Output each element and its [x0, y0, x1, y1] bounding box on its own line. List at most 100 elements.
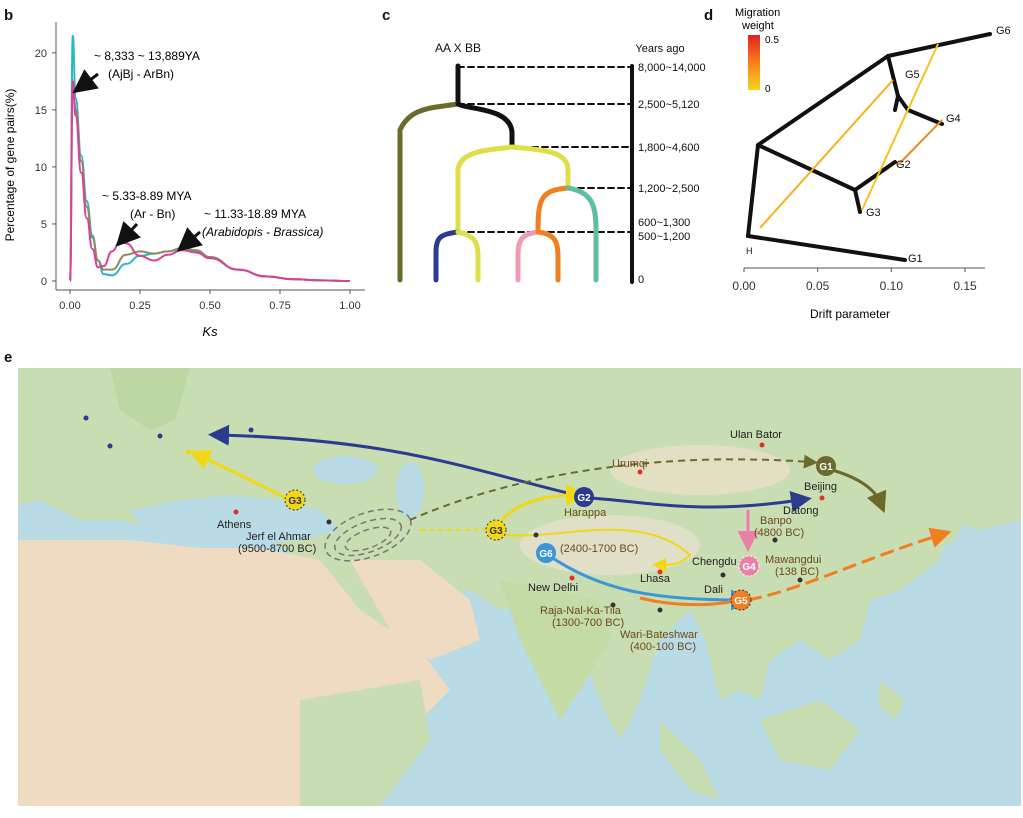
place-raja-nal-ka-tila: Raja-Nal-Ka-Tila	[540, 605, 622, 617]
map-land-india	[500, 580, 610, 720]
svg-text:G4: G4	[742, 562, 756, 573]
c-branch-g45	[535, 185, 571, 235]
c-years-title: Years ago	[635, 43, 684, 55]
place-athens: Athens	[217, 519, 252, 531]
place-new-delhi: New Delhi	[528, 582, 578, 594]
place-raja-nal-ka-tila-note: (1300-700 BC)	[552, 617, 624, 629]
panel-letter-d: d	[704, 7, 713, 24]
panel-letter-c: c	[382, 7, 390, 24]
b-x-tick-label: 0.25	[129, 300, 150, 312]
d-legend-min: 0	[765, 84, 771, 95]
map-land-scandinavia	[110, 368, 190, 430]
map-land-arabia	[350, 560, 480, 660]
node-g6: G6	[536, 543, 556, 563]
tree-d: Migration weight 0.5 0 G6 G5 G4 G2 G3 G1…	[732, 7, 1010, 321]
place-mawangdui: Mawangdui	[765, 554, 821, 566]
b-y-tick-label: 15	[35, 105, 47, 117]
node-g3-west: G3	[284, 489, 306, 511]
c-branch-g2g3	[455, 144, 515, 235]
d-leaf-g6: G6	[996, 25, 1011, 37]
c-leaf-g5: G5	[548, 288, 564, 302]
d-legend-max: 0.5	[765, 35, 779, 46]
c-leaf-g1: G1	[390, 288, 406, 302]
place-wari-bateshwar-note: (400-100 BC)	[630, 641, 696, 653]
route-g5-east	[747, 527, 952, 602]
map-caspian	[396, 462, 424, 518]
place-wari-bateshwar: Wari-Bateshwar	[620, 629, 698, 641]
svg-text:G3: G3	[288, 496, 302, 507]
b-y-tick-label: 10	[35, 162, 47, 174]
d-migration-edges	[759, 43, 943, 229]
c-branch-g1	[397, 101, 461, 283]
b-x-tick-label: 0.75	[269, 300, 290, 312]
c-leaf-g3: G3	[468, 288, 484, 302]
node-g3-east: G3	[485, 519, 507, 541]
d-x-tick-label: 0.15	[953, 279, 977, 293]
route-g3-south	[504, 528, 692, 572]
place-mawangdui-note: (138 BC)	[775, 566, 819, 578]
d-leaf-g5: G5	[905, 69, 920, 81]
c-time-6: 500~1,200	[638, 231, 690, 243]
c-time-2: 2,500~5,120	[638, 99, 699, 111]
chart-b: 0.00 0.25 0.50 0.75 1.00 0 5 10 15 20 Percentage …	[3, 22, 365, 339]
d-x-axis-label: Drift parameter	[810, 307, 890, 321]
b-x-tick-label: 0.50	[199, 300, 220, 312]
map-land-borneo	[760, 700, 860, 770]
c-branch-g5	[535, 229, 561, 283]
c-branch-g3	[455, 229, 481, 283]
c-time-7: 0	[638, 274, 644, 286]
d-legend-title-2: weight	[741, 20, 774, 32]
d-x-tick-label: 0.05	[806, 279, 830, 293]
place-banpo: Banpo	[760, 515, 792, 527]
route-g3-west	[189, 450, 291, 502]
place-banpo-note: (4800 BC)	[754, 527, 804, 539]
map-e: G1 G2 G3 G3 G4 G5	[18, 368, 1021, 806]
map-land-africa-green	[300, 680, 430, 806]
map-origin-rings	[324, 508, 412, 562]
place-datong: Datong	[783, 505, 818, 517]
b-arrow-2	[115, 221, 141, 247]
place-beijing: Beijing	[804, 481, 837, 493]
b-x-axis-label: Ks	[202, 324, 218, 339]
b-y-tick-label: 0	[41, 276, 47, 288]
node-g2: G2	[574, 487, 594, 507]
node-g1: G1	[816, 456, 836, 476]
b-y-axis-label: Percentage of gene pairs(%)	[3, 89, 17, 242]
d-leaf-g1: G1	[908, 253, 923, 265]
b-arrow-3	[176, 227, 203, 252]
d-x-tick-label: 0.00	[732, 279, 756, 293]
b-annotation-3-line2: (Arabidopis - Brassica)	[202, 225, 323, 239]
c-branch-g6	[565, 185, 599, 283]
route-g1-korea	[831, 468, 887, 514]
place-ulan-bator: Ulan Bator	[730, 429, 782, 441]
map-black-sea	[313, 456, 377, 484]
b-annotation-1-line1: ~ 8,333 ~ 13,889YA	[94, 49, 200, 63]
svg-text:G2: G2	[577, 493, 591, 504]
place-urumqi: Urumqi	[612, 458, 647, 470]
b-annotation-3-line1: ~ 11.33-18.89 MYA	[204, 207, 306, 221]
map-land-sumatra	[660, 720, 720, 800]
svg-text:G1: G1	[819, 462, 833, 473]
map-mediterranean	[130, 495, 340, 545]
b-annotation-1-line2: (AjBj - ArBn)	[108, 67, 174, 81]
place-harappa: Harappa	[564, 507, 607, 519]
c-time-5: 600~1,300	[638, 217, 690, 229]
d-leaf-g4: G4	[946, 113, 961, 125]
c-branch-g456	[509, 144, 571, 191]
place-lhasa: Lhasa	[640, 573, 671, 585]
c-branch-g2	[433, 229, 461, 283]
svg-text:G3: G3	[489, 526, 503, 537]
d-x-tick-label: 0.10	[880, 279, 904, 293]
d-legend-title-1: Migration	[735, 7, 780, 19]
place-jerf-el-ahmar: Jerf el Ahmar	[246, 531, 311, 543]
c-leaf-g4: G4	[508, 288, 524, 302]
map-land-philippines	[878, 680, 905, 720]
route-g3-north	[498, 484, 587, 524]
place-dali: Dali	[704, 584, 723, 596]
map-dots	[83, 415, 825, 613]
c-leaf-g2: G2	[426, 288, 442, 302]
d-leaf-g3: G3	[866, 207, 881, 219]
route-g2-east	[589, 490, 812, 512]
tree-c: AA X BB Years ago 8,000~14,000 2,500~5,1…	[390, 41, 706, 302]
